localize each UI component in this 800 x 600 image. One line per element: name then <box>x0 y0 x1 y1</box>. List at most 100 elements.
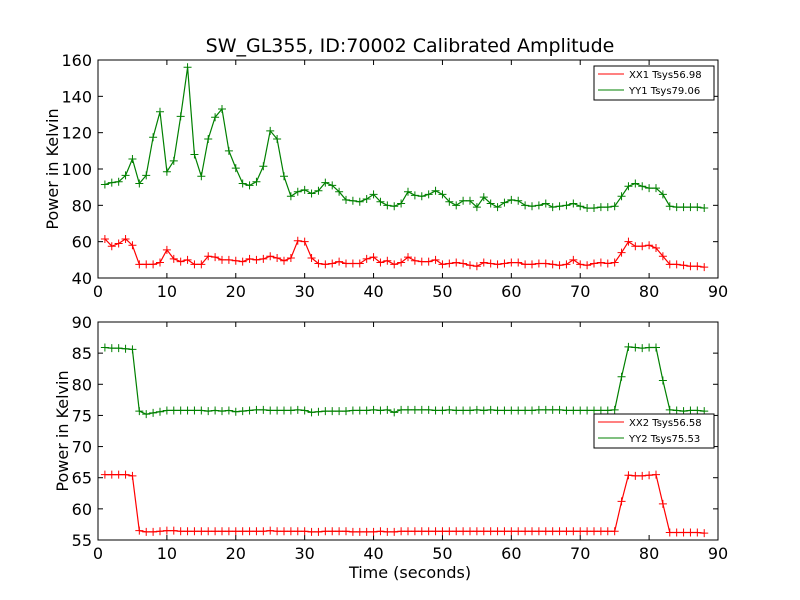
data-point-marker <box>672 260 681 269</box>
data-point-marker <box>383 527 392 536</box>
data-point-marker <box>521 527 530 536</box>
data-point-marker <box>383 256 392 265</box>
bottom-series-group <box>100 342 709 538</box>
data-point-marker <box>583 204 592 213</box>
data-point-marker <box>114 470 123 479</box>
data-point-marker <box>376 258 385 267</box>
data-point-marker <box>507 258 516 267</box>
data-point-marker <box>679 203 688 212</box>
data-point-marker <box>259 405 268 414</box>
data-point-marker <box>355 197 364 206</box>
bottom-x-tick-label: 0 <box>93 544 103 563</box>
data-point-marker <box>700 529 709 538</box>
data-point-marker <box>190 527 199 536</box>
bottom-x-tick-label: 50 <box>432 544 452 563</box>
data-point-marker <box>672 528 681 537</box>
data-point-marker <box>376 406 385 415</box>
data-point-marker <box>417 257 426 266</box>
data-point-marker <box>700 263 709 272</box>
data-point-marker <box>500 198 509 207</box>
data-point-marker <box>493 203 502 212</box>
data-point-marker <box>362 254 371 263</box>
data-point-marker <box>500 406 509 415</box>
data-point-marker <box>452 201 461 210</box>
data-point-marker <box>493 406 502 415</box>
data-point-marker <box>417 527 426 536</box>
data-point-marker <box>286 254 295 263</box>
data-point-marker <box>169 406 178 415</box>
data-point-marker <box>610 202 619 211</box>
data-point-marker <box>307 254 316 263</box>
bottom-x-tick-label: 90 <box>708 544 728 563</box>
data-point-marker <box>514 406 523 415</box>
data-point-marker <box>280 527 288 536</box>
data-point-marker <box>390 408 399 417</box>
top-y-tick-label: 80 <box>72 196 92 215</box>
top-x-tick-label: 70 <box>570 282 590 301</box>
data-point-marker <box>362 194 371 203</box>
data-point-marker <box>128 471 137 480</box>
data-point-marker <box>204 407 213 416</box>
data-point-marker <box>149 133 158 142</box>
data-point-marker <box>521 406 530 415</box>
data-point-marker <box>603 259 612 268</box>
data-point-marker <box>328 181 337 190</box>
data-point-marker <box>238 179 247 188</box>
data-point-marker <box>424 257 433 266</box>
data-point-marker <box>534 259 543 268</box>
data-point-marker <box>293 187 302 196</box>
data-point-marker <box>135 526 144 535</box>
data-point-marker <box>142 171 151 180</box>
data-point-marker <box>183 63 192 72</box>
data-point-marker <box>583 527 592 536</box>
data-point-marker <box>376 197 385 206</box>
data-point-marker <box>162 526 171 535</box>
data-point-marker <box>204 252 213 261</box>
data-point-marker <box>369 253 378 262</box>
data-point-marker <box>466 527 474 536</box>
data-point-marker <box>190 150 199 159</box>
legend-label-yy2: YY2 Tsys75.53 <box>628 434 700 445</box>
data-point-marker <box>404 253 412 262</box>
data-point-marker <box>383 201 392 210</box>
data-point-marker <box>466 406 474 415</box>
data-point-marker <box>197 260 206 269</box>
data-point-marker <box>362 406 371 415</box>
data-point-marker <box>162 167 171 176</box>
data-point-marker <box>665 528 674 537</box>
data-point-marker <box>231 527 240 536</box>
data-point-marker <box>307 527 316 536</box>
top-legend-box <box>593 65 715 101</box>
data-point-marker <box>218 527 226 536</box>
data-point-marker <box>273 135 282 144</box>
data-point-marker <box>638 471 647 480</box>
data-point-marker <box>431 406 440 415</box>
data-point-marker <box>231 164 240 173</box>
data-point-marker <box>114 344 123 353</box>
data-point-marker <box>218 407 226 416</box>
data-point-marker <box>397 199 406 208</box>
data-point-marker <box>280 172 288 181</box>
data-point-marker <box>376 527 385 536</box>
data-point-marker <box>135 179 144 188</box>
top-y-tick-label: 160 <box>61 51 92 70</box>
data-point-marker <box>156 407 164 416</box>
data-point-marker <box>679 528 688 537</box>
top-panel: SW_GL355, ID:70002 Calibrated Amplitude … <box>43 35 728 301</box>
data-point-marker <box>652 470 660 479</box>
data-point-marker <box>252 255 261 264</box>
bottom-x-tick-label: 60 <box>501 544 521 563</box>
data-point-marker <box>369 527 378 536</box>
data-point-marker <box>534 201 543 210</box>
data-point-marker <box>631 179 640 188</box>
data-point-marker <box>197 172 206 181</box>
data-point-marker <box>438 260 447 269</box>
data-point-marker <box>100 234 109 243</box>
data-point-marker <box>479 527 488 536</box>
data-point-marker <box>569 199 578 208</box>
data-point-marker <box>438 527 447 536</box>
data-point-marker <box>507 195 516 204</box>
series-yy1 <box>100 63 709 213</box>
data-point-marker <box>245 406 254 415</box>
data-point-marker <box>183 527 192 536</box>
